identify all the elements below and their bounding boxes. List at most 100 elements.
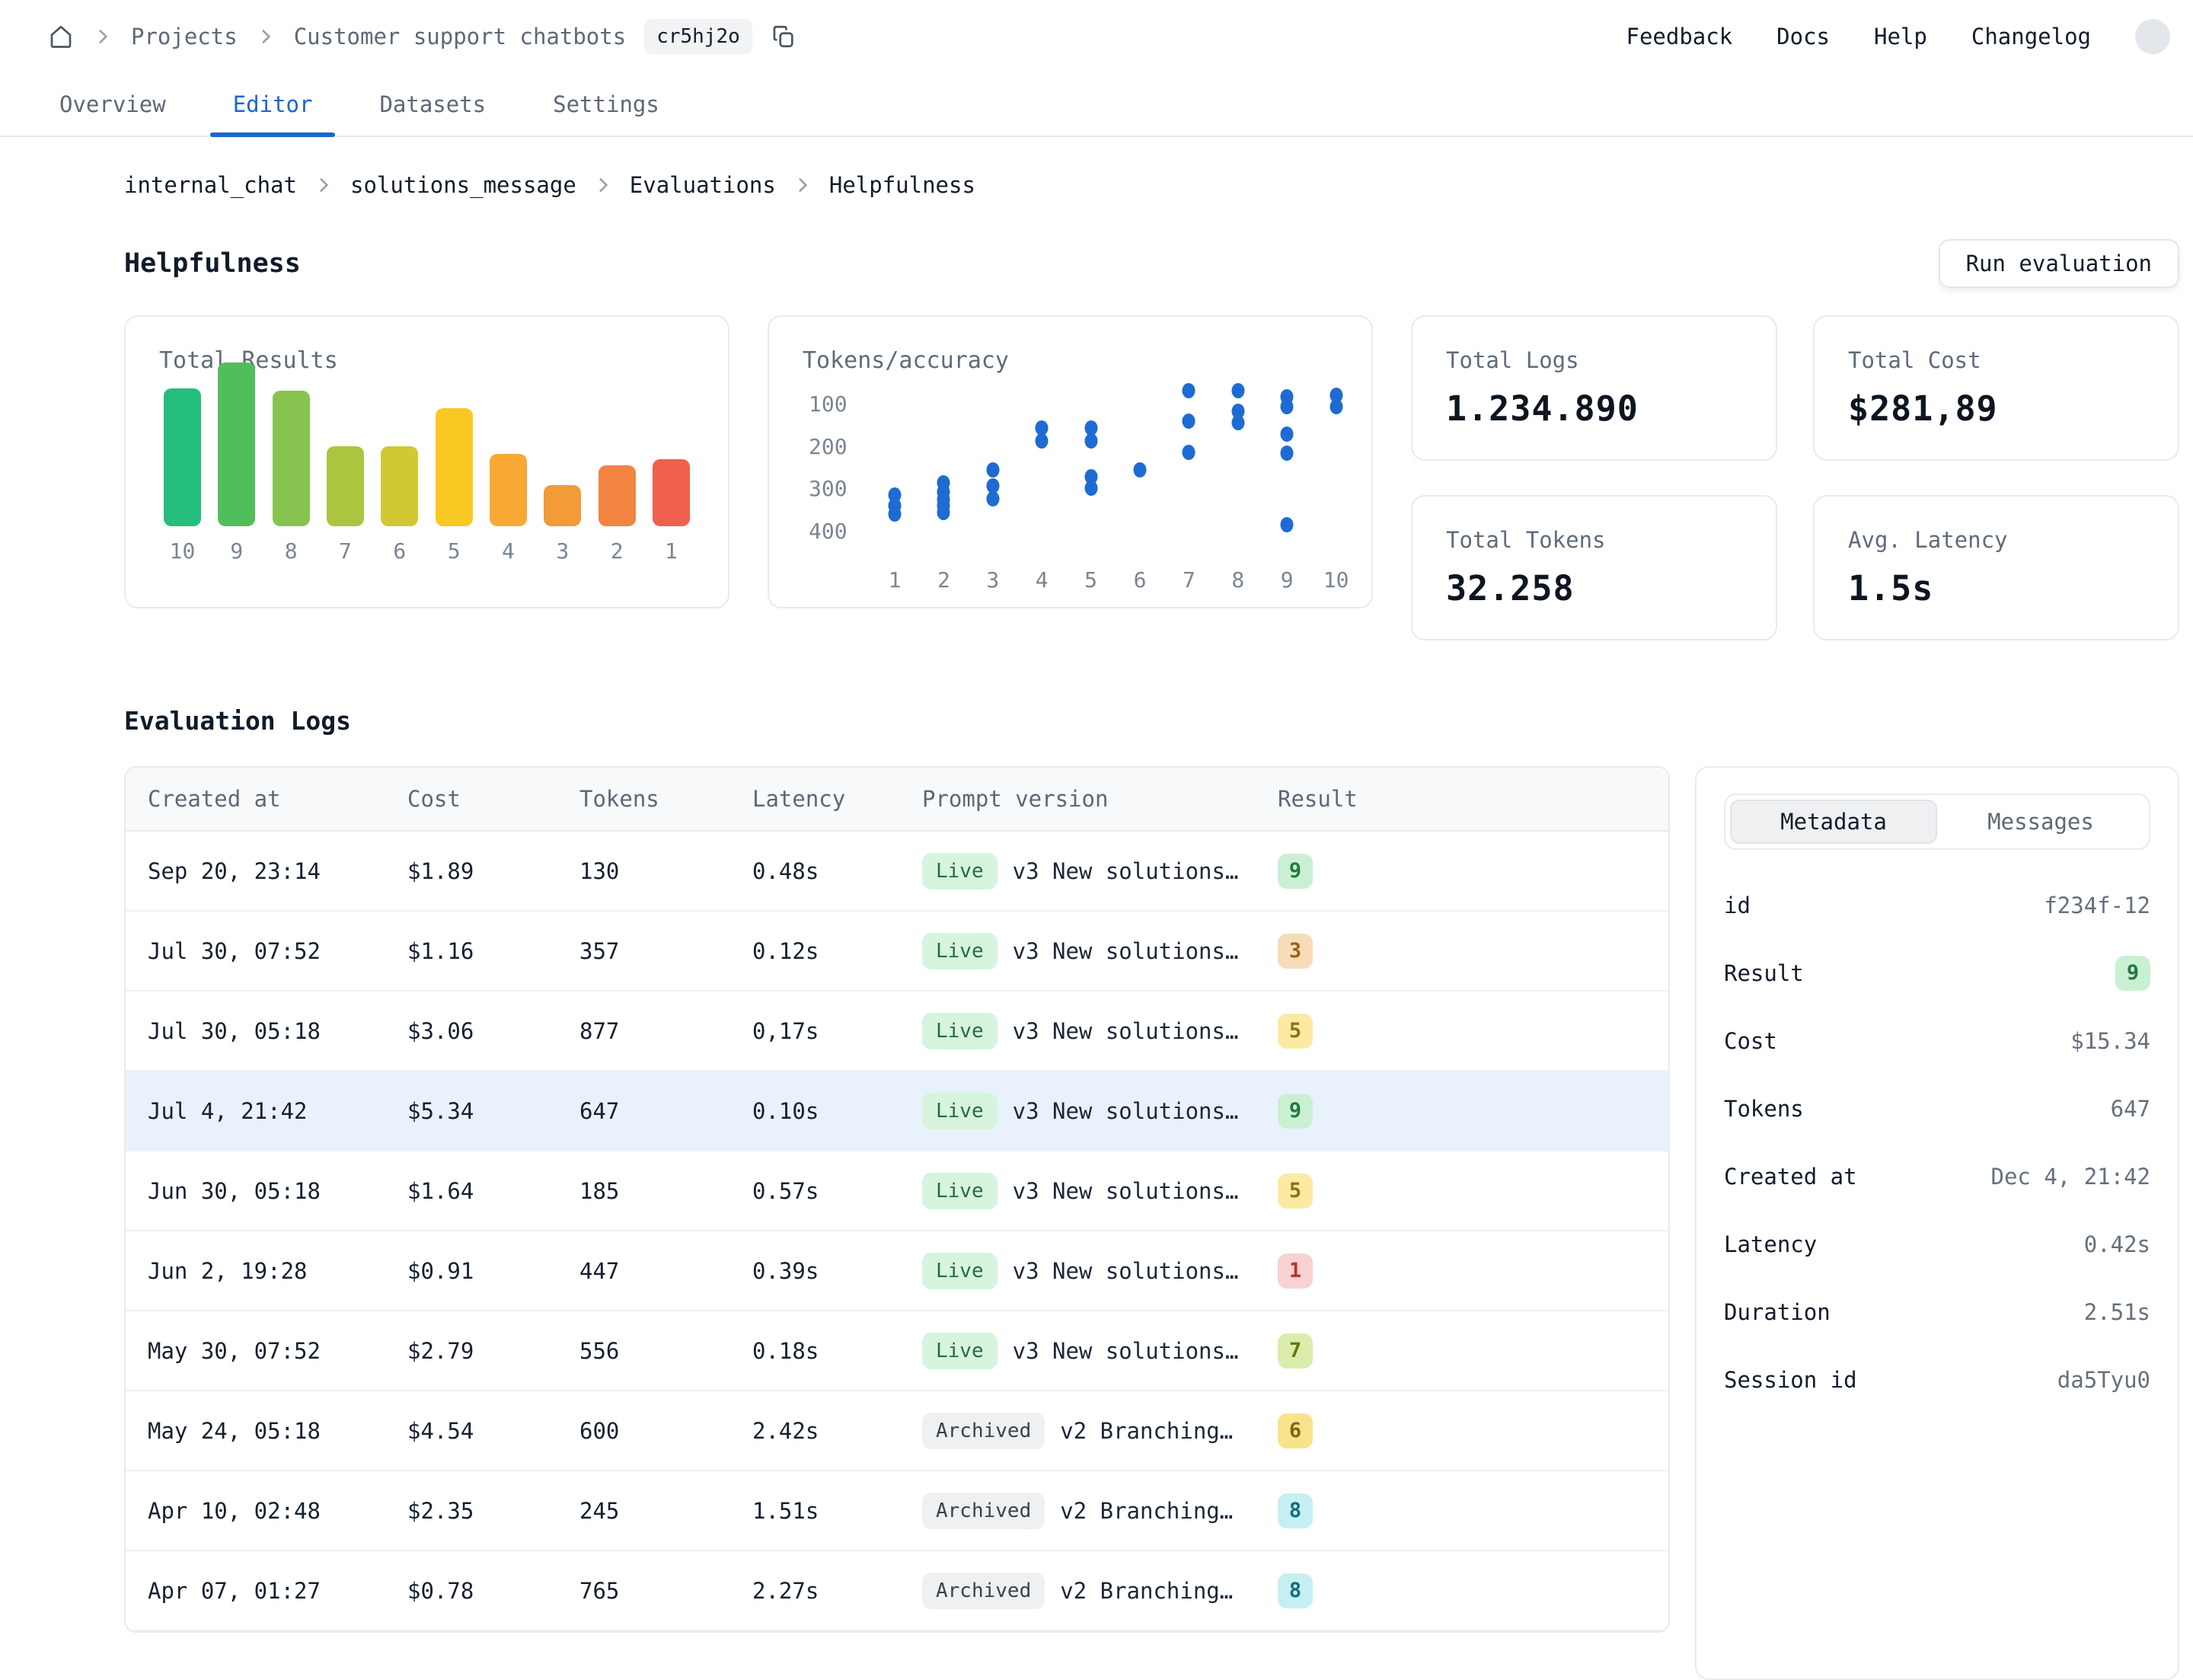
bar-column: 4 bbox=[490, 454, 527, 564]
cell-prompt-version: Live v3 New solutions… bbox=[922, 1173, 1278, 1209]
chevron-right-icon bbox=[593, 175, 613, 195]
cell-latency: 0.10s bbox=[752, 1098, 922, 1124]
status-pill-archived: Archived bbox=[922, 1413, 1045, 1449]
table-row[interactable]: Sep 20, 23:14$1.891300.48sLivev3 New sol… bbox=[126, 832, 1668, 912]
metadata-field-duration: Duration2.51s bbox=[1724, 1278, 2150, 1346]
scatter-x-tick: 1 bbox=[889, 567, 902, 592]
top-bar: Projects Customer support chatbots cr5hj… bbox=[0, 0, 2193, 73]
cell-result: 1 bbox=[1278, 1254, 1668, 1289]
breadcrumb-item-solutions_message[interactable]: solutions_message bbox=[350, 172, 576, 198]
cell-tokens: 647 bbox=[579, 1098, 752, 1124]
scatter-point bbox=[1183, 445, 1195, 460]
scatter-point bbox=[1231, 415, 1244, 430]
table-row[interactable]: Jul 30, 05:18$3.068770,17sLivev3 New sol… bbox=[126, 992, 1668, 1072]
cell-created-at: Apr 07, 01:27 bbox=[148, 1578, 407, 1604]
table-row[interactable]: Jul 30, 07:52$1.163570.12sLivev3 New sol… bbox=[126, 912, 1668, 992]
result-badge: 7 bbox=[1278, 1333, 1313, 1369]
cell-prompt-version: Livev3 New solutions… bbox=[922, 1093, 1278, 1129]
prompt-version-name: v3 New solutions… bbox=[1013, 938, 1239, 964]
panel-tab-metadata[interactable]: Metadata bbox=[1730, 800, 1937, 844]
field-value: Dec 4, 21:42 bbox=[1990, 1164, 2150, 1190]
scatter-x-tick: 8 bbox=[1231, 567, 1244, 592]
prompt-version-name: v2 Branching… bbox=[1060, 1498, 1233, 1524]
status-pill-live: Live bbox=[922, 853, 998, 890]
tab-overview[interactable]: Overview bbox=[59, 73, 166, 136]
top-nav-link-feedback[interactable]: Feedback bbox=[1626, 24, 1732, 50]
bar-x-label: 1 bbox=[665, 526, 678, 564]
field-label: Result bbox=[1724, 960, 1804, 986]
column-header-latency: Latency bbox=[752, 786, 922, 812]
top-nav-link-docs[interactable]: Docs bbox=[1776, 24, 1830, 50]
result-badge: 9 bbox=[1278, 854, 1313, 889]
tab-settings[interactable]: Settings bbox=[553, 73, 659, 136]
project-breadcrumb: Projects Customer support chatbots cr5hj… bbox=[47, 19, 796, 54]
cell-latency: 2.27s bbox=[752, 1578, 922, 1604]
cell-cost: $2.35 bbox=[407, 1498, 579, 1524]
status-pill-live: Live bbox=[922, 1253, 998, 1289]
cell-tokens: 245 bbox=[579, 1498, 752, 1524]
bar-column: 9 bbox=[218, 363, 255, 564]
panel-tab-messages[interactable]: Messages bbox=[1937, 800, 2144, 844]
scatter-point bbox=[1281, 517, 1294, 532]
cell-result: 8 bbox=[1278, 1493, 1668, 1528]
table-row[interactable]: May 30, 07:52$2.795560.18sLivev3 New sol… bbox=[126, 1311, 1668, 1391]
cell-prompt-version: Archivedv2 Branching… bbox=[922, 1573, 1278, 1609]
bar-x-label: 8 bbox=[285, 526, 298, 564]
result-badge: 5 bbox=[1278, 1174, 1313, 1209]
table-row[interactable]: Jun 2, 19:28$0.914470.39sLivev3 New solu… bbox=[126, 1231, 1668, 1311]
breadcrumb-project-name[interactable]: Customer support chatbots bbox=[294, 24, 627, 50]
bar-x-label: 9 bbox=[230, 526, 243, 564]
breadcrumb-item-evaluations[interactable]: Evaluations bbox=[630, 172, 776, 198]
table-row[interactable]: Jul 4, 21:42$5.346470.10sLivev3 New solu… bbox=[126, 1072, 1668, 1151]
table-row[interactable]: May 24, 05:18$4.546002.42sArchivedv2 Bra… bbox=[126, 1391, 1668, 1471]
cell-tokens: 877 bbox=[579, 1018, 752, 1044]
cell-created-at: Jul 4, 21:42 bbox=[148, 1098, 407, 1124]
cell-cost: $2.79 bbox=[407, 1338, 579, 1364]
bar-column: 3 bbox=[544, 485, 581, 564]
cell-result: 9 bbox=[1278, 854, 1668, 889]
stat-label: Avg. Latency bbox=[1848, 527, 2144, 553]
prompt-version-name: v2 Branching… bbox=[1060, 1418, 1233, 1444]
breadcrumb-item-internal_chat[interactable]: internal_chat bbox=[124, 172, 297, 198]
top-nav-link-help[interactable]: Help bbox=[1874, 24, 1927, 50]
breadcrumb-projects[interactable]: Projects bbox=[131, 24, 238, 50]
avatar[interactable] bbox=[2135, 19, 2170, 54]
bar-x-label: 4 bbox=[502, 526, 515, 564]
cell-prompt-version: Archivedv2 Branching… bbox=[922, 1493, 1278, 1529]
cell-created-at: May 24, 05:18 bbox=[148, 1418, 407, 1444]
copy-icon[interactable] bbox=[771, 24, 796, 50]
run-evaluation-button[interactable]: Run evaluation bbox=[1939, 239, 2179, 288]
result-badge: 6 bbox=[1278, 1413, 1313, 1448]
bar-score-7 bbox=[327, 446, 364, 526]
bar-score-3 bbox=[544, 485, 581, 526]
home-icon[interactable] bbox=[47, 23, 75, 50]
cell-result: 6 bbox=[1278, 1413, 1668, 1448]
scatter-point bbox=[1183, 383, 1195, 398]
field-value: da5Tyu0 bbox=[2057, 1367, 2150, 1393]
cell-prompt-version: Livev3 New solutions… bbox=[922, 1333, 1278, 1369]
cell-tokens: 357 bbox=[579, 938, 752, 964]
field-label: Tokens bbox=[1724, 1096, 1804, 1122]
cell-tokens: 447 bbox=[579, 1258, 752, 1284]
prompt-version-name: v3 New solutions… bbox=[1013, 1338, 1239, 1364]
status-pill-live: Live bbox=[922, 1013, 998, 1049]
status-pill-live: Live bbox=[922, 1173, 998, 1209]
bar-column: 5 bbox=[436, 408, 473, 564]
bar-x-label: 3 bbox=[556, 526, 569, 564]
prompt-version-name: v3 New solutions… bbox=[1013, 1178, 1239, 1204]
metadata-field-cost: Cost$15.34 bbox=[1724, 1007, 2150, 1075]
field-label: Session id bbox=[1724, 1367, 1857, 1393]
top-nav-link-changelog[interactable]: Changelog bbox=[1971, 24, 2091, 50]
table-row[interactable]: Apr 10, 02:48$2.352451.51sArchivedv2 Bra… bbox=[126, 1471, 1668, 1551]
bar-score-9 bbox=[218, 363, 255, 526]
tab-datasets[interactable]: Datasets bbox=[379, 73, 486, 136]
table-row[interactable]: Jun 30, 05:18$1.641850.57sLivev3 New sol… bbox=[126, 1151, 1668, 1231]
cell-result: 5 bbox=[1278, 1174, 1668, 1209]
breadcrumb-item-helpfulness[interactable]: Helpfulness bbox=[829, 172, 975, 198]
field-value: $15.34 bbox=[2070, 1028, 2150, 1054]
field-label: id bbox=[1724, 893, 1751, 918]
scatter-x-tick: 4 bbox=[1036, 567, 1049, 592]
table-row[interactable]: Apr 07, 01:27$0.787652.27sArchivedv2 Bra… bbox=[126, 1551, 1668, 1631]
tab-editor[interactable]: Editor bbox=[233, 73, 313, 136]
scatter-point bbox=[986, 491, 999, 506]
